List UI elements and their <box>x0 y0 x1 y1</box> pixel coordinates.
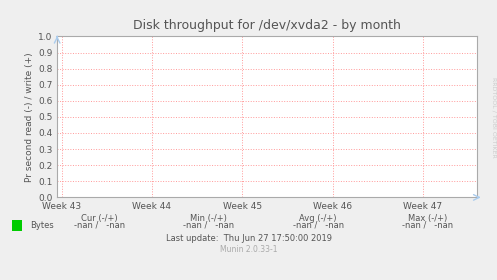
Text: -nan /   -nan: -nan / -nan <box>293 221 343 230</box>
Text: RRDTOOL / TOBI OETIKER: RRDTOOL / TOBI OETIKER <box>491 77 496 158</box>
Text: Bytes: Bytes <box>30 221 54 230</box>
Text: Cur (-/+): Cur (-/+) <box>81 214 118 223</box>
Text: -nan /   -nan: -nan / -nan <box>74 221 125 230</box>
Text: -nan /   -nan: -nan / -nan <box>183 221 234 230</box>
Text: Munin 2.0.33-1: Munin 2.0.33-1 <box>220 245 277 254</box>
Text: Avg (-/+): Avg (-/+) <box>299 214 337 223</box>
Text: Last update:  Thu Jun 27 17:50:00 2019: Last update: Thu Jun 27 17:50:00 2019 <box>166 234 331 243</box>
Y-axis label: Pr second read (-) / write (+): Pr second read (-) / write (+) <box>25 52 34 182</box>
Text: -nan /   -nan: -nan / -nan <box>402 221 453 230</box>
Text: Max (-/+): Max (-/+) <box>408 214 447 223</box>
Title: Disk throughput for /dev/xvda2 - by month: Disk throughput for /dev/xvda2 - by mont… <box>133 19 401 32</box>
Text: Min (-/+): Min (-/+) <box>190 214 227 223</box>
